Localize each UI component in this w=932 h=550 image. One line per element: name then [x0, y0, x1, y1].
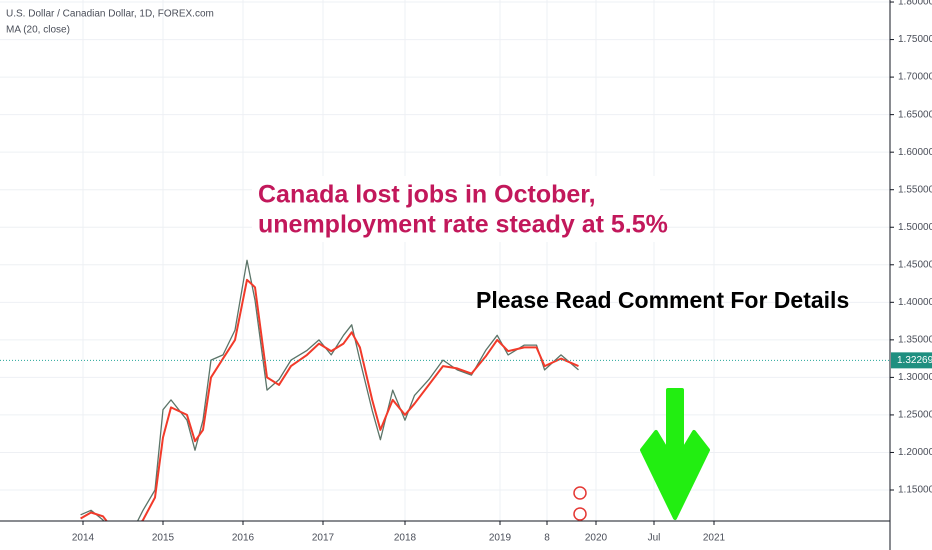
y-tick-label: 1.35000: [898, 334, 932, 345]
y-tick-label: 1.65000: [898, 109, 932, 120]
y-tick-label: 1.60000: [898, 147, 932, 158]
event-icon: [573, 486, 587, 500]
chart-title: U.S. Dollar / Canadian Dollar, 1D, FOREX…: [6, 9, 214, 20]
x-tick-label: 2014: [72, 533, 95, 544]
y-tick-label: 1.40000: [898, 297, 932, 308]
x-tick-label: 2016: [232, 533, 255, 544]
x-tick-label: 2020: [585, 533, 608, 544]
last-price-box: [891, 352, 932, 369]
note-background: [252, 176, 660, 242]
event-icons: [573, 486, 587, 521]
x-tick-label: 2018: [394, 533, 417, 544]
x-tick-label: Jul: [648, 533, 661, 544]
series-layer: [80, 259, 579, 521]
y-tick-label: 1.70000: [898, 72, 932, 83]
y-tick-label: 1.80000: [898, 0, 932, 8]
annotation: Please Read Comment For Details: [476, 287, 849, 313]
x-tick-label: 2021: [703, 533, 726, 544]
grid: [0, 0, 890, 521]
y-tick-label: 1.25000: [898, 410, 932, 421]
x-tick-label: 2015: [152, 533, 175, 544]
y-tick-label: 1.75000: [898, 34, 932, 45]
y-tick-label: 1.30000: [898, 372, 932, 383]
annotation: unemployment rate steady at 5.5%: [258, 211, 668, 239]
last-price-label: 1.32269: [897, 355, 932, 366]
annotation: Canada lost jobs in October,: [258, 181, 596, 209]
indicator-legend: MA (20, close): [6, 25, 70, 36]
x-tick-label: 2017: [312, 533, 335, 544]
y-tick-label: 1.55000: [898, 184, 932, 195]
ma-line: [80, 278, 579, 521]
down-arrow: [640, 388, 710, 520]
x-tick-label: 2019: [489, 533, 512, 544]
x-tick-label: 8: [544, 533, 550, 544]
y-tick-label: 1.50000: [898, 222, 932, 233]
event-icon: [573, 507, 587, 521]
y-tick-label: 1.20000: [898, 447, 932, 458]
y-tick-label: 1.45000: [898, 259, 932, 270]
y-tick-label: 1.15000: [898, 485, 932, 496]
